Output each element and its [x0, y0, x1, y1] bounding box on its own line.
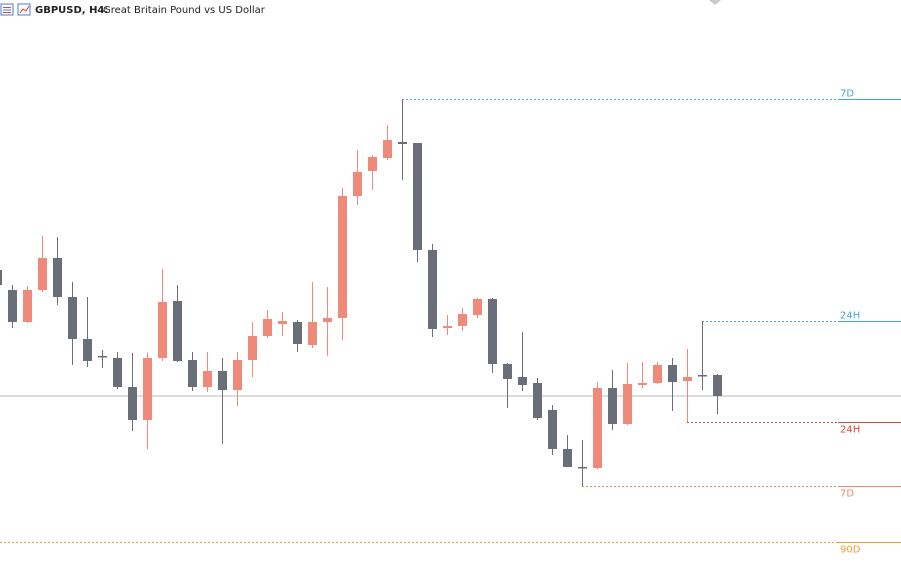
candle-body — [623, 384, 632, 424]
candle-body — [353, 172, 362, 196]
candle-body — [578, 467, 587, 469]
header: GBPUSD, H4: Great Britain Pound vs US Do… — [0, 0, 721, 16]
candle-body — [608, 388, 617, 424]
candle-body — [128, 387, 137, 420]
icon-line — [19, 5, 30, 14]
candle-body — [173, 301, 182, 361]
candle-body — [113, 358, 122, 387]
level-label: 7D — [840, 489, 854, 500]
candle-body — [218, 371, 227, 390]
scroll-marker — [709, 0, 721, 5]
level-label: 90D — [840, 545, 861, 556]
candle-body — [368, 157, 377, 171]
candle-body — [698, 375, 707, 377]
candle-body — [338, 196, 347, 318]
candle-body — [653, 365, 662, 383]
chart-title: Great Britain Pound vs US Dollar — [103, 5, 266, 16]
candle-body — [23, 290, 32, 322]
candle-body — [518, 377, 527, 385]
candle-body — [263, 319, 272, 336]
candle-body — [563, 449, 572, 467]
candle-body — [638, 383, 647, 385]
candle-body — [683, 377, 692, 381]
candle-body — [488, 299, 497, 364]
candle-body — [473, 299, 482, 315]
candle-body — [458, 314, 467, 326]
candle-body — [248, 336, 257, 360]
candle-body — [668, 365, 677, 382]
candle-body — [548, 410, 557, 449]
candle-body — [413, 143, 422, 250]
candle-body — [533, 383, 542, 418]
candle-body — [233, 360, 242, 390]
symbol: GBPUSD, H4: — [35, 5, 108, 16]
candle-body — [68, 297, 77, 339]
candle-body — [323, 318, 332, 322]
candle-body — [293, 322, 302, 344]
candle-body — [278, 321, 287, 324]
level-label: 24H — [840, 311, 860, 322]
candle-body — [713, 375, 722, 396]
candle-body — [593, 388, 602, 468]
candle-body — [83, 339, 92, 361]
candle-body — [383, 140, 392, 158]
candle-body — [143, 358, 152, 420]
candle-body — [443, 326, 452, 328]
candle-body — [98, 356, 107, 358]
candle-body — [398, 142, 407, 144]
candle-body — [503, 364, 512, 379]
candle-body — [158, 302, 167, 358]
candle-body — [188, 360, 197, 387]
candle-body — [428, 250, 437, 329]
candle-body — [203, 371, 212, 387]
level-label: 7D — [840, 89, 854, 100]
candle-body — [53, 258, 62, 297]
level-label: 24H — [840, 425, 860, 436]
candle-body — [38, 258, 47, 290]
candle-body — [308, 322, 317, 345]
candle-body — [8, 290, 17, 322]
candle-body — [0, 270, 2, 285]
